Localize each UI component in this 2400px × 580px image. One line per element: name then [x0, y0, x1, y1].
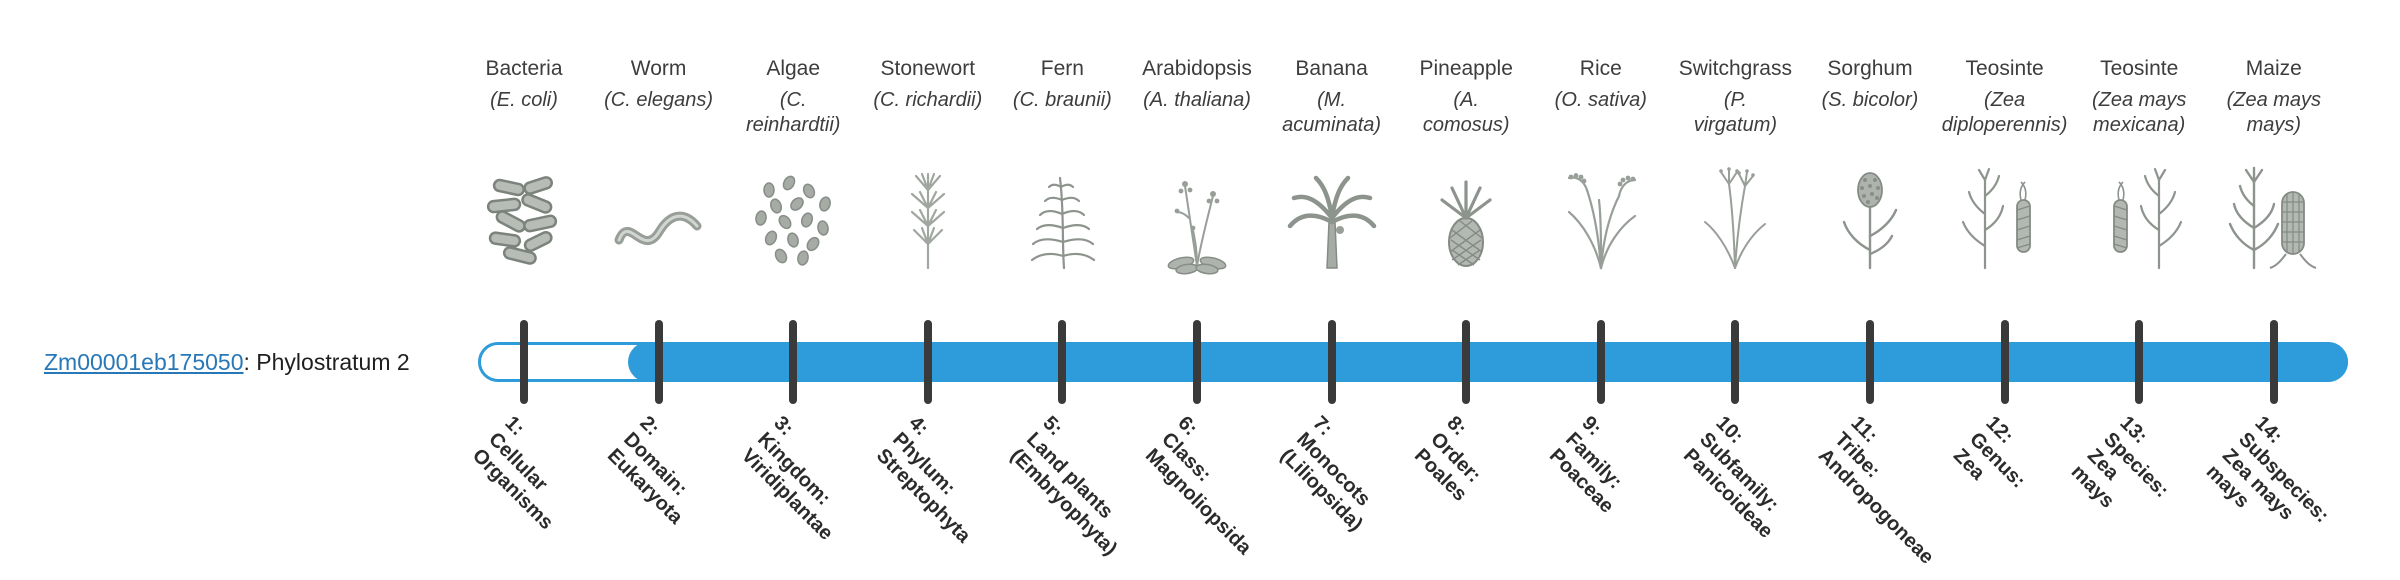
fern-illustration-icon [992, 164, 1132, 276]
phylostratum-tick-2 [654, 320, 663, 404]
teosinte-illustration-icon [1935, 164, 2075, 276]
organism-scientific-name: (O. sativa) [1554, 89, 1647, 111]
stratum-label-3: 3: Kingdom: Viridiplantae [737, 412, 838, 545]
organism-name: Maize [2245, 57, 2302, 80]
gene-label: Zm00001eb175050: Phylostratum 2 [44, 349, 410, 376]
banana-illustration-icon [1262, 164, 1402, 276]
phylostratum-tick-8 [1462, 320, 1471, 404]
organism-name: Bacteria [485, 57, 563, 80]
organism-col-worm: Worm (C. elegans) [589, 56, 729, 276]
organism-name: Algae [766, 57, 821, 80]
organism-col-arabidopsis: Arabidopsis (A. thaliana) [1127, 56, 1267, 276]
organism-col-teosinte: Teosinte (Zea diploperennis) [1935, 56, 2075, 276]
stratum-label-6: 6: Class: Magnoliopsida [1140, 412, 1256, 560]
organism-name: Rice [1579, 57, 1622, 80]
organism-name: Switchgrass [1678, 57, 1792, 80]
stratum-label-4: 4: Phylum: Streptophyta [871, 412, 975, 548]
arabidopsis-illustration-icon [1127, 164, 1267, 276]
teosinte-2-illustration-icon [2069, 164, 2209, 276]
organism-name: Arabidopsis [1142, 57, 1252, 80]
phylostratum-tick-5 [1058, 320, 1067, 404]
stratum-label-1: 1: Cellular Organisms [467, 412, 558, 534]
organism-col-switchgrass: Switchgrass (P. virgatum) [1665, 56, 1805, 276]
stratum-label-2: 2: Domain: Eukaryota [602, 412, 691, 529]
phylostratum-tick-14 [2269, 320, 2278, 404]
phylostratum-bar-fill [627, 342, 2348, 382]
phylostratum-text: : Phylostratum 2 [243, 349, 410, 375]
algae-illustration-icon [723, 164, 863, 276]
organism-col-bacteria: Bacteria (E. coli) [454, 56, 594, 276]
stratum-label-12: 12: Genus: Zea [1948, 412, 2030, 493]
organism-scientific-name: (C. richardii) [873, 89, 983, 111]
phylostratum-tick-10 [1731, 320, 1740, 404]
organism-name: Sorghum [1827, 57, 1913, 80]
stratum-label-7: 7: Monocots (Liliopsida) [1275, 412, 1375, 536]
organism-scientific-name: (C. reinhardtii) [745, 89, 841, 136]
organism-scientific-name: (M. acuminata) [1282, 89, 1382, 136]
gene-id-link[interactable]: Zm00001eb175050 [44, 349, 244, 375]
switchgrass-illustration-icon [1665, 164, 1805, 276]
stonewort-illustration-icon [858, 164, 998, 276]
phylostratum-tick-13 [2135, 320, 2144, 404]
organism-col-maize: Maize (Zea mays mays) [2204, 56, 2344, 276]
organism-name: Pineapple [1419, 57, 1513, 80]
sorghum-illustration-icon [1800, 164, 1940, 276]
stratum-label-8: 8: Order: Poales [1410, 412, 1486, 506]
organism-scientific-name: (Zea mays mays) [2226, 89, 2322, 136]
organism-name: Teosinte [2100, 57, 2179, 80]
organism-scientific-name: (S. bicolor) [1821, 89, 1919, 111]
stratum-label-11: 11: Tribe: Andropogoneae [1813, 412, 1938, 569]
organism-col-teosinte-2: Teosinte (Zea mays mexicana) [2069, 56, 2209, 276]
pineapple-illustration-icon [1396, 164, 1536, 276]
stratum-label-5: 5: Land plants (Embryophyta) [1006, 412, 1122, 560]
stratum-label-14: 14: Subspecies: Zea mays mays [2201, 412, 2333, 528]
stratum-label-13: 13: Species: Zea mays [2066, 412, 2174, 513]
worm-illustration-icon [589, 164, 729, 276]
organism-name: Teosinte [1965, 57, 2044, 80]
stratum-label-9: 9: Family: Poaceae [1544, 412, 1627, 518]
phylostratum-tick-3 [789, 320, 798, 404]
organism-col-banana: Banana (M. acuminata) [1262, 56, 1402, 276]
phylostratum-tick-12 [2000, 320, 2009, 404]
organism-name: Fern [1040, 57, 1084, 80]
phylostratum-tick-9 [1596, 320, 1605, 404]
organism-scientific-name: (Zea mays mexicana) [2091, 89, 2187, 136]
organism-name: Stonewort [880, 57, 976, 80]
phylostratum-tick-1 [520, 320, 528, 404]
bacteria-illustration-icon [454, 164, 594, 276]
organism-scientific-name: (Zea diploperennis) [1941, 89, 2068, 136]
phylostratum-tick-7 [1327, 320, 1336, 404]
organism-col-rice: Rice (O. sativa) [1531, 56, 1671, 276]
organism-col-sorghum: Sorghum (S. bicolor) [1800, 56, 1940, 276]
organism-name: Worm [630, 57, 687, 80]
organism-col-algae: Algae (C. reinhardtii) [723, 56, 863, 276]
organism-scientific-name: (A. comosus) [1422, 89, 1510, 136]
organism-scientific-name: (P. virgatum) [1693, 89, 1778, 136]
organism-scientific-name: (C. braunii) [1012, 89, 1112, 111]
stratum-label-10: 10: Subfamily: Panicoideae [1679, 412, 1784, 543]
maize-illustration-icon [2204, 164, 2344, 276]
phylostratum-tick-4 [923, 320, 932, 404]
organism-col-stonewort: Stonewort (C. richardii) [858, 56, 998, 276]
rice-illustration-icon [1531, 164, 1671, 276]
phylostratum-tick-11 [1866, 320, 1874, 404]
organism-scientific-name: (E. coli) [490, 89, 558, 111]
phylostratum-tick-6 [1193, 320, 1201, 404]
organism-scientific-name: (A. thaliana) [1143, 89, 1251, 111]
organism-col-fern: Fern (C. braunii) [992, 56, 1132, 276]
organism-scientific-name: (C. elegans) [604, 89, 714, 111]
organism-name: Banana [1295, 57, 1368, 80]
organism-col-pineapple: Pineapple (A. comosus) [1396, 56, 1536, 276]
